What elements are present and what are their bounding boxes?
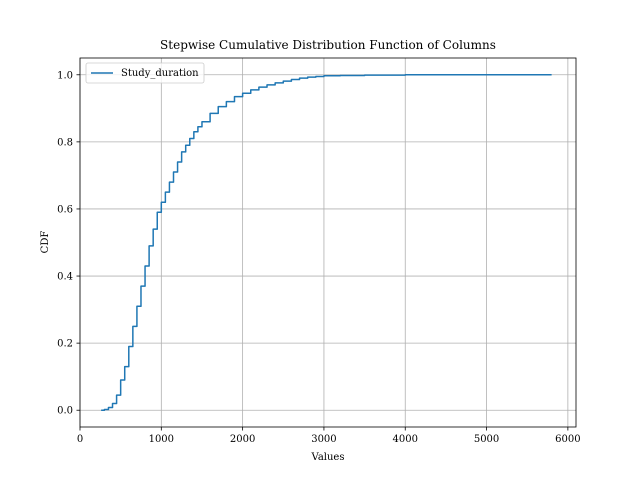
chart-title: Stepwise Cumulative Distribution Functio… — [160, 38, 496, 52]
cdf-series-line — [101, 74, 552, 411]
x-axis-label: Values — [311, 452, 345, 463]
x-tick-label: 6000 — [555, 434, 580, 445]
y-tick-label: 0.2 — [57, 339, 73, 350]
y-tick-label: 1.0 — [57, 70, 73, 81]
series-layer — [101, 74, 552, 411]
y-axis-ticks: 0.0 0.2 0.4 0.6 0.8 1.0 — [57, 70, 80, 417]
y-tick-label: 0.0 — [57, 406, 73, 417]
plot-frame — [79, 57, 577, 428]
x-tick-label: 4000 — [393, 434, 418, 445]
x-tick-label: 3000 — [311, 434, 336, 445]
legend-label: Study_duration — [121, 68, 199, 79]
x-axis-ticks: 0 1000 2000 3000 4000 5000 6000 — [77, 427, 581, 445]
y-axis-label: CDF — [40, 231, 51, 254]
x-tick-label: 1000 — [149, 434, 174, 445]
y-tick-label: 0.6 — [57, 204, 73, 215]
x-tick-label: 2000 — [230, 434, 255, 445]
y-tick-label: 0.8 — [57, 137, 73, 148]
x-tick-label: 5000 — [474, 434, 499, 445]
legend: Study_duration — [85, 62, 205, 84]
y-tick-label: 0.4 — [57, 272, 73, 283]
grid — [79, 58, 576, 427]
legend-box — [85, 62, 205, 84]
x-tick-label: 0 — [77, 434, 83, 445]
